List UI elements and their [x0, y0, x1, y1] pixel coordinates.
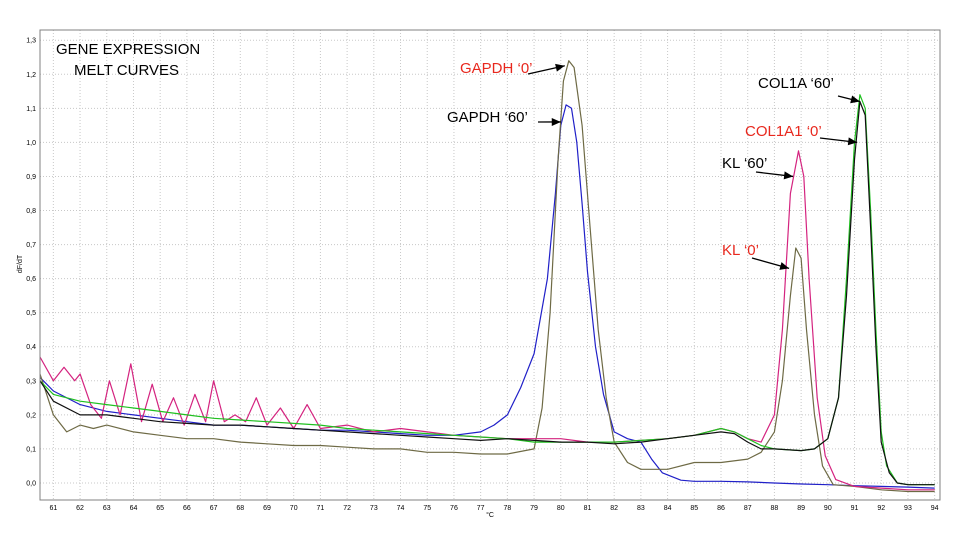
x-axis-label: °C: [486, 511, 494, 519]
x-tick-label: 88: [771, 505, 779, 512]
y-tick-label: 1,2: [26, 72, 36, 79]
y-tick-label: 0,6: [26, 276, 36, 283]
y-tick-label: 0,9: [26, 174, 36, 181]
annotation-kl-0: KL ‘0’: [722, 242, 759, 259]
annotation-arrowhead: [847, 137, 858, 146]
y-tick-label: 0,2: [26, 412, 36, 419]
annotation-gapdh-60: GAPDH ‘60’: [447, 109, 528, 126]
x-tick-label: 70: [290, 505, 298, 512]
x-tick-label: 67: [210, 505, 218, 512]
x-tick-label: 79: [530, 505, 538, 512]
y-tick-label: 1,1: [26, 106, 36, 113]
annotation-gapdh-0: GAPDH ‘0’: [460, 60, 533, 77]
annotation-arrowhead: [783, 171, 794, 180]
x-tick-label: 82: [610, 505, 618, 512]
y-tick-label: 0,7: [26, 242, 36, 249]
x-tick-label: 78: [503, 505, 511, 512]
x-tick-label: 87: [744, 505, 752, 512]
x-tick-label: 66: [183, 505, 191, 512]
grid-lines: [40, 30, 940, 500]
x-tick-label: 71: [317, 505, 325, 512]
annotation-col1a-60: COL1A ‘60’: [758, 75, 834, 92]
chart-title-line-1: GENE EXPRESSION: [56, 41, 200, 58]
x-tick-label: 69: [263, 505, 271, 512]
x-tick-label: 65: [156, 505, 164, 512]
x-tick-label: 94: [931, 505, 939, 512]
y-tick-label: 0,1: [26, 446, 36, 453]
plot-frame: [39, 29, 941, 501]
x-tick-label: 74: [397, 505, 405, 512]
x-tick-label: 83: [637, 505, 645, 512]
annotation-arrowhead: [779, 262, 790, 270]
x-tick-label: 63: [103, 505, 111, 512]
x-tick-label: 77: [477, 505, 485, 512]
x-tick-label: 75: [423, 505, 431, 512]
y-axis-label: dF/dT: [17, 254, 24, 273]
y-tick-label: 0,3: [26, 378, 36, 385]
x-tick-label: 86: [717, 505, 725, 512]
x-tick-label: 93: [904, 505, 912, 512]
y-tick-label: 1,0: [26, 140, 36, 147]
series-line-5: [39, 100, 935, 486]
series-line-3: [39, 150, 935, 491]
x-tick-label: 68: [236, 505, 244, 512]
annotation-arrowhead: [850, 95, 860, 104]
x-tick-label: 85: [690, 505, 698, 512]
x-tick-label: 90: [824, 505, 832, 512]
y-tick-label: 0,8: [26, 208, 36, 215]
x-tick-label: 62: [76, 505, 84, 512]
x-tick-label: 73: [370, 505, 378, 512]
series-line-2: [39, 60, 935, 493]
x-tick-label: 64: [130, 505, 138, 512]
y-tick-label: 0,4: [26, 344, 36, 351]
x-tick-labels: 61 62 63 64 65 66 67 68 69 70 71 72 73 74 75 76 77 78 79 80…: [49, 505, 938, 512]
annotation-arrowhead: [555, 63, 565, 72]
x-tick-label: 61: [49, 505, 57, 512]
annotation-kl-60: KL ‘60’: [722, 155, 767, 172]
x-tick-label: 89: [797, 505, 805, 512]
y-tick-labels: 0,0 0,1 0,2 0,3 0,4 0,5 0,6 0,7 0,8 0,9 1,0 1,1 1,2 1…: [26, 38, 36, 488]
series-lines: [39, 60, 935, 493]
x-tick-label: 91: [851, 505, 859, 512]
x-tick-label: 81: [584, 505, 592, 512]
x-tick-label: 72: [343, 505, 351, 512]
y-tick-label: 1,3: [26, 38, 36, 45]
x-tick-label: 80: [557, 505, 565, 512]
annotation-arrowhead: [551, 117, 561, 126]
y-tick-label: 0,5: [26, 310, 36, 317]
x-tick-label: 84: [664, 505, 672, 512]
x-tick-label: 92: [877, 505, 885, 512]
chart-title-line-2: MELT CURVES: [74, 62, 179, 79]
x-tick-label: 76: [450, 505, 458, 512]
y-tick-label: 0,0: [26, 480, 36, 487]
series-line-4: [39, 94, 935, 486]
annotation-col1a1-0: COL1A1 ‘0’: [745, 123, 822, 140]
annotation-arrows: [527, 63, 861, 270]
